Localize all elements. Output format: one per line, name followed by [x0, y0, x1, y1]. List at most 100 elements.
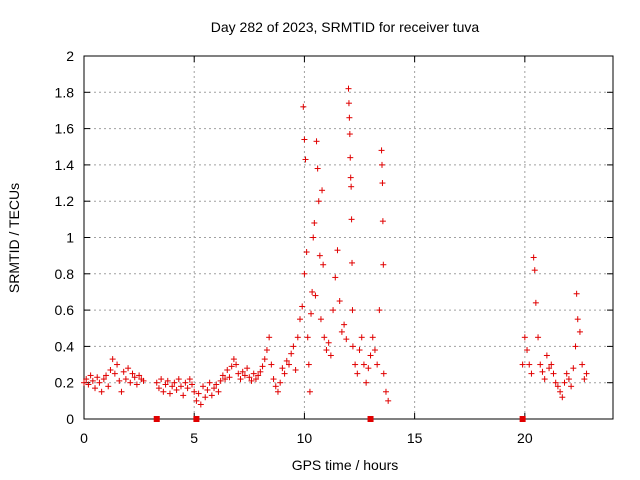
data-point [116, 377, 123, 384]
data-point [379, 218, 386, 225]
data-point [182, 379, 189, 386]
y-tick-label: 2 [66, 48, 74, 64]
data-point [563, 370, 570, 377]
data-point [565, 376, 572, 383]
data-point [140, 377, 147, 384]
data-point [519, 361, 526, 368]
data-point [521, 334, 528, 341]
data-point [358, 334, 365, 341]
data-points [81, 85, 590, 408]
x-tick-label: 10 [297, 430, 313, 446]
data-point [385, 397, 392, 404]
data-point [100, 376, 107, 383]
data-point [111, 370, 118, 377]
y-tick-label: 1.4 [55, 157, 75, 173]
y-tick-label: 0.2 [55, 375, 75, 391]
y-tick-label: 0 [66, 411, 74, 427]
data-point [323, 347, 330, 354]
data-point [239, 368, 246, 375]
data-point [219, 372, 226, 379]
data-point [257, 368, 264, 375]
data-point [537, 361, 544, 368]
data-point [81, 379, 87, 386]
data-point [114, 361, 121, 368]
data-point [173, 386, 180, 393]
data-point [92, 385, 99, 392]
data-point [94, 374, 101, 381]
data-point [297, 316, 304, 323]
data-point [376, 307, 383, 314]
data-point [543, 352, 550, 359]
data-point [175, 376, 182, 383]
data-point [261, 356, 268, 363]
data-point [576, 328, 583, 335]
data-point [230, 356, 237, 363]
data-point [222, 376, 229, 383]
data-point [288, 350, 295, 357]
data-point [292, 366, 299, 373]
data-point [530, 254, 537, 261]
x-tick-label: 20 [517, 430, 533, 446]
chart-title: Day 282 of 2023, SRMTID for receiver tuv… [211, 19, 480, 35]
data-point [164, 377, 171, 384]
data-point [301, 270, 308, 277]
data-point [347, 174, 354, 181]
data-point [107, 366, 114, 373]
data-point [85, 381, 92, 388]
data-point [332, 274, 339, 281]
data-point [83, 376, 90, 383]
data-point [237, 376, 244, 383]
data-point [244, 365, 251, 372]
data-point [365, 365, 372, 372]
data-point [109, 356, 116, 363]
data-point [252, 376, 259, 383]
data-point [303, 249, 310, 256]
data-point [294, 334, 301, 341]
data-point [304, 334, 311, 341]
data-point [581, 376, 588, 383]
data-point [319, 187, 326, 194]
data-point [309, 288, 316, 295]
data-point [208, 392, 215, 399]
data-point [98, 388, 105, 395]
data-point [524, 347, 531, 354]
data-point [246, 374, 253, 381]
data-point [281, 370, 288, 377]
data-point [341, 321, 348, 328]
data-point [215, 388, 222, 395]
data-point [193, 397, 200, 404]
data-point [217, 377, 224, 384]
data-point [317, 316, 324, 323]
data-point [336, 298, 343, 305]
data-point [204, 386, 211, 393]
data-point [310, 234, 317, 241]
data-point [346, 131, 353, 138]
data-point [308, 310, 315, 317]
data-point [345, 100, 352, 107]
data-point [105, 383, 112, 390]
data-point [169, 383, 176, 390]
data-point [561, 379, 568, 386]
data-point [352, 361, 359, 368]
data-point [136, 372, 143, 379]
data-point [166, 390, 173, 397]
x-tick-label: 5 [190, 430, 198, 446]
data-point [568, 383, 575, 390]
data-point [171, 379, 178, 386]
x-axis-label: GPS time / hours [292, 457, 399, 473]
data-point [338, 328, 345, 335]
data-point [572, 343, 579, 350]
data-point [299, 303, 306, 310]
data-point [570, 365, 577, 372]
data-point [197, 401, 204, 408]
data-point [325, 339, 332, 346]
data-point [363, 379, 370, 386]
data-point [349, 307, 356, 314]
data-point [321, 334, 328, 341]
data-point [96, 379, 103, 386]
y-tick-label: 0.8 [55, 266, 75, 282]
data-point [103, 372, 110, 379]
data-point [153, 379, 160, 386]
data-point [378, 147, 385, 154]
